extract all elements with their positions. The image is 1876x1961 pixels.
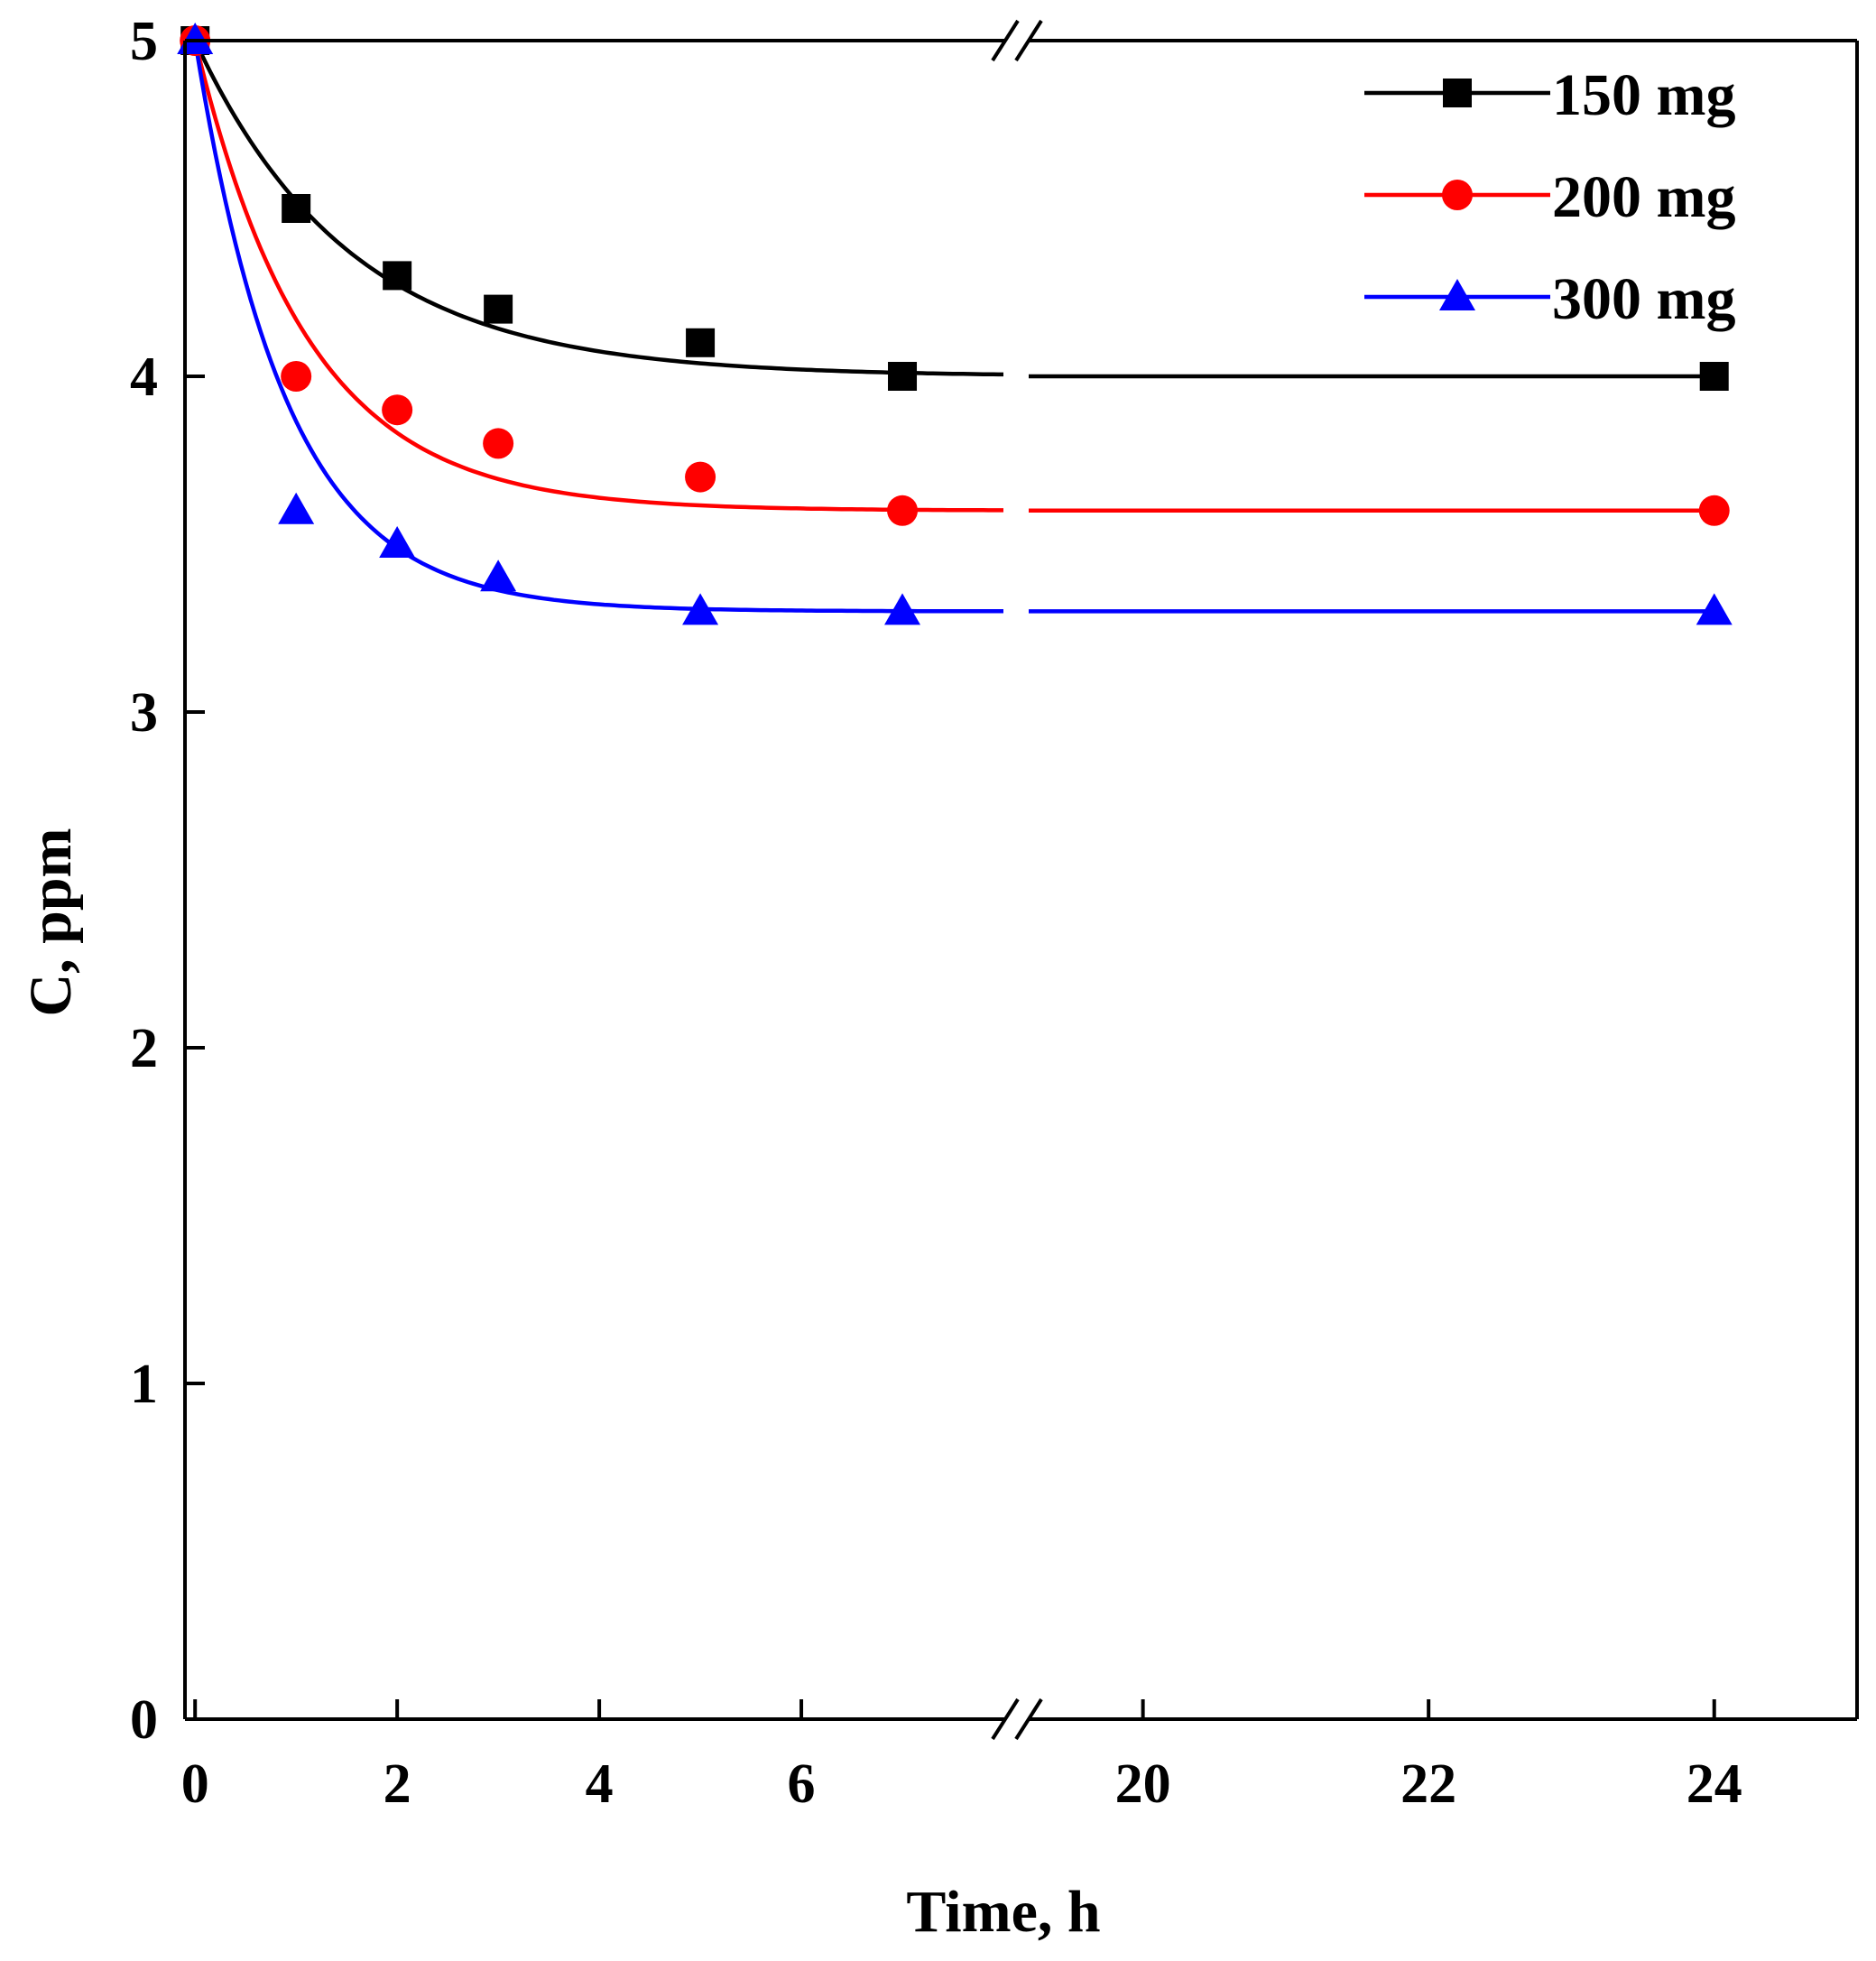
x-axis-label: Time, h [906,1879,1100,1945]
axis-break-mark-bottom-0 [991,1697,1020,1741]
data-point-300-mg [1696,593,1733,625]
data-point-150-mg [1699,362,1729,391]
x-tick-label: 6 [788,1753,816,1815]
data-point-300-mg [278,492,315,524]
data-point-300-mg [884,593,921,625]
data-point-300-mg [480,560,517,592]
legend-marker [1443,79,1472,107]
data-point-200-mg [382,394,413,426]
x-tick-label: 20 [1115,1753,1171,1815]
legend-label: 150 mg [1552,62,1735,128]
data-point-150-mg [888,362,918,391]
series-line-300-mg [192,40,1003,614]
axis-break-mark-top-1 [1014,19,1043,62]
data-point-150-mg [282,194,311,223]
legend: 150 mg 200 mg 300 mg [1364,62,1735,332]
data-point-200-mg [685,461,716,493]
legend-marker [1442,180,1473,210]
plot-lines [192,40,1714,614]
x-tick-label: 24 [1687,1753,1742,1815]
y-tick-label: 1 [130,1354,158,1415]
y-tick-label: 5 [130,11,158,72]
data-point-200-mg [483,428,514,459]
data-point-150-mg [383,261,412,291]
y-tick-label: 3 [130,682,158,744]
y-axis-label: C, ppm [18,828,84,1016]
x-tick-label: 0 [181,1753,209,1815]
y-tick-label: 0 [130,1689,158,1751]
axis-break-mark-top-0 [991,19,1020,62]
data-point-150-mg [686,328,716,357]
x-tick-label: 22 [1400,1753,1456,1815]
data-point-200-mg [887,495,919,526]
plot-markers [177,23,1733,625]
axes [183,19,1859,1741]
y-tick-label: 4 [130,347,158,408]
data-point-200-mg [281,361,312,392]
data-point-200-mg [1698,495,1730,526]
legend-label: 300 mg [1552,266,1735,332]
legend-label: 200 mg [1552,164,1735,230]
legend-marker [1439,279,1475,310]
series-line-200-mg [193,40,1003,513]
x-tick-label: 2 [384,1753,411,1815]
y-tick-label: 2 [130,1018,158,1079]
data-point-300-mg [379,526,416,558]
data-point-300-mg [682,593,719,625]
series-line-150-mg [193,40,1003,377]
data-point-150-mg [484,294,513,324]
axis-break-mark-bottom-1 [1014,1697,1043,1741]
x-tick-label: 4 [586,1753,614,1815]
